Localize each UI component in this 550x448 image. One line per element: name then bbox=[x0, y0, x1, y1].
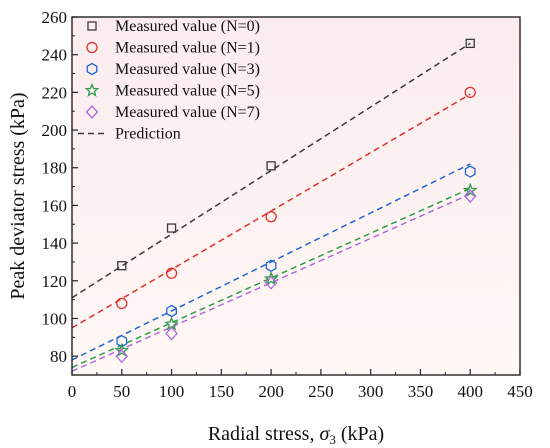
plot-background bbox=[72, 17, 520, 375]
legend-marker bbox=[84, 82, 100, 97]
y-axis-ticks: 80 100 120 140 160 180 200 220 240 260 bbox=[42, 8, 78, 366]
data-point bbox=[463, 189, 477, 203]
data-point bbox=[165, 267, 178, 279]
legend-prediction-label: Prediction bbox=[115, 126, 181, 143]
legend-marker bbox=[86, 62, 98, 76]
y-tick-label: 120 bbox=[42, 272, 68, 291]
x-tick-label: 0 bbox=[68, 382, 77, 401]
data-point bbox=[117, 261, 127, 271]
data-point bbox=[464, 86, 476, 99]
legend-label: Measured value (N=3) bbox=[115, 61, 260, 78]
legend-marker bbox=[87, 21, 97, 31]
y-tick-label: 160 bbox=[42, 196, 68, 215]
data-point bbox=[265, 211, 277, 223]
y-tick-label: 240 bbox=[42, 46, 68, 65]
data-point bbox=[115, 349, 129, 364]
x-tick-label: 300 bbox=[358, 382, 384, 401]
y-tick-label: 140 bbox=[42, 234, 68, 253]
y-tick-label: 220 bbox=[42, 83, 68, 102]
x-tick-label: 250 bbox=[308, 382, 334, 401]
data-point bbox=[114, 342, 130, 357]
y-tick-label: 200 bbox=[42, 121, 68, 140]
y-tick-label: 180 bbox=[42, 159, 68, 178]
data-point bbox=[464, 165, 476, 178]
legend-label: Measured value (N=5) bbox=[115, 83, 260, 100]
x-tick-label: 400 bbox=[457, 382, 483, 401]
x-tick-label: 200 bbox=[258, 382, 284, 401]
x-tick-label: 100 bbox=[159, 382, 185, 401]
data-point bbox=[266, 161, 276, 171]
data-point bbox=[465, 38, 475, 49]
prediction-line-3 bbox=[72, 187, 471, 369]
x-tick-label: 50 bbox=[113, 382, 130, 401]
prediction-line-1 bbox=[72, 93, 471, 329]
y-tick-label: 260 bbox=[42, 8, 68, 27]
data-point bbox=[264, 275, 278, 290]
y-tick-label: 100 bbox=[42, 309, 68, 328]
data-point bbox=[116, 297, 128, 310]
x-axis-ticks: 0 50 100 150 200 250 300 350 400 450 bbox=[68, 369, 533, 401]
legend-marker bbox=[85, 105, 99, 119]
data-point bbox=[166, 223, 177, 233]
legend-label: Measured value (N=1) bbox=[115, 40, 260, 57]
x-tick-label: 350 bbox=[408, 382, 434, 401]
prediction-line-2 bbox=[72, 163, 471, 361]
prediction-lines bbox=[72, 42, 471, 372]
legend-marker bbox=[86, 41, 98, 54]
x-tick-label: 450 bbox=[507, 382, 533, 401]
data-point bbox=[116, 334, 128, 348]
y-tick-label: 80 bbox=[50, 347, 67, 366]
data-point bbox=[462, 182, 478, 197]
legend-label: Measured value (N=0) bbox=[115, 18, 260, 35]
data-point bbox=[165, 326, 178, 341]
legend-label: Measured value (N=7) bbox=[115, 104, 260, 121]
prediction-line-0 bbox=[72, 42, 471, 299]
legend: Measured value (N=0) Measured value (N=1)… bbox=[78, 18, 260, 143]
x-tick-label: 150 bbox=[209, 382, 235, 401]
data-point bbox=[263, 271, 279, 286]
prediction-line-4 bbox=[72, 193, 471, 372]
x-axis-title: Radial stress, σ3 (kPa) bbox=[208, 423, 384, 447]
data-markers bbox=[114, 38, 478, 364]
y-axis-title: Peak deviator stress (kPa) bbox=[7, 92, 29, 299]
